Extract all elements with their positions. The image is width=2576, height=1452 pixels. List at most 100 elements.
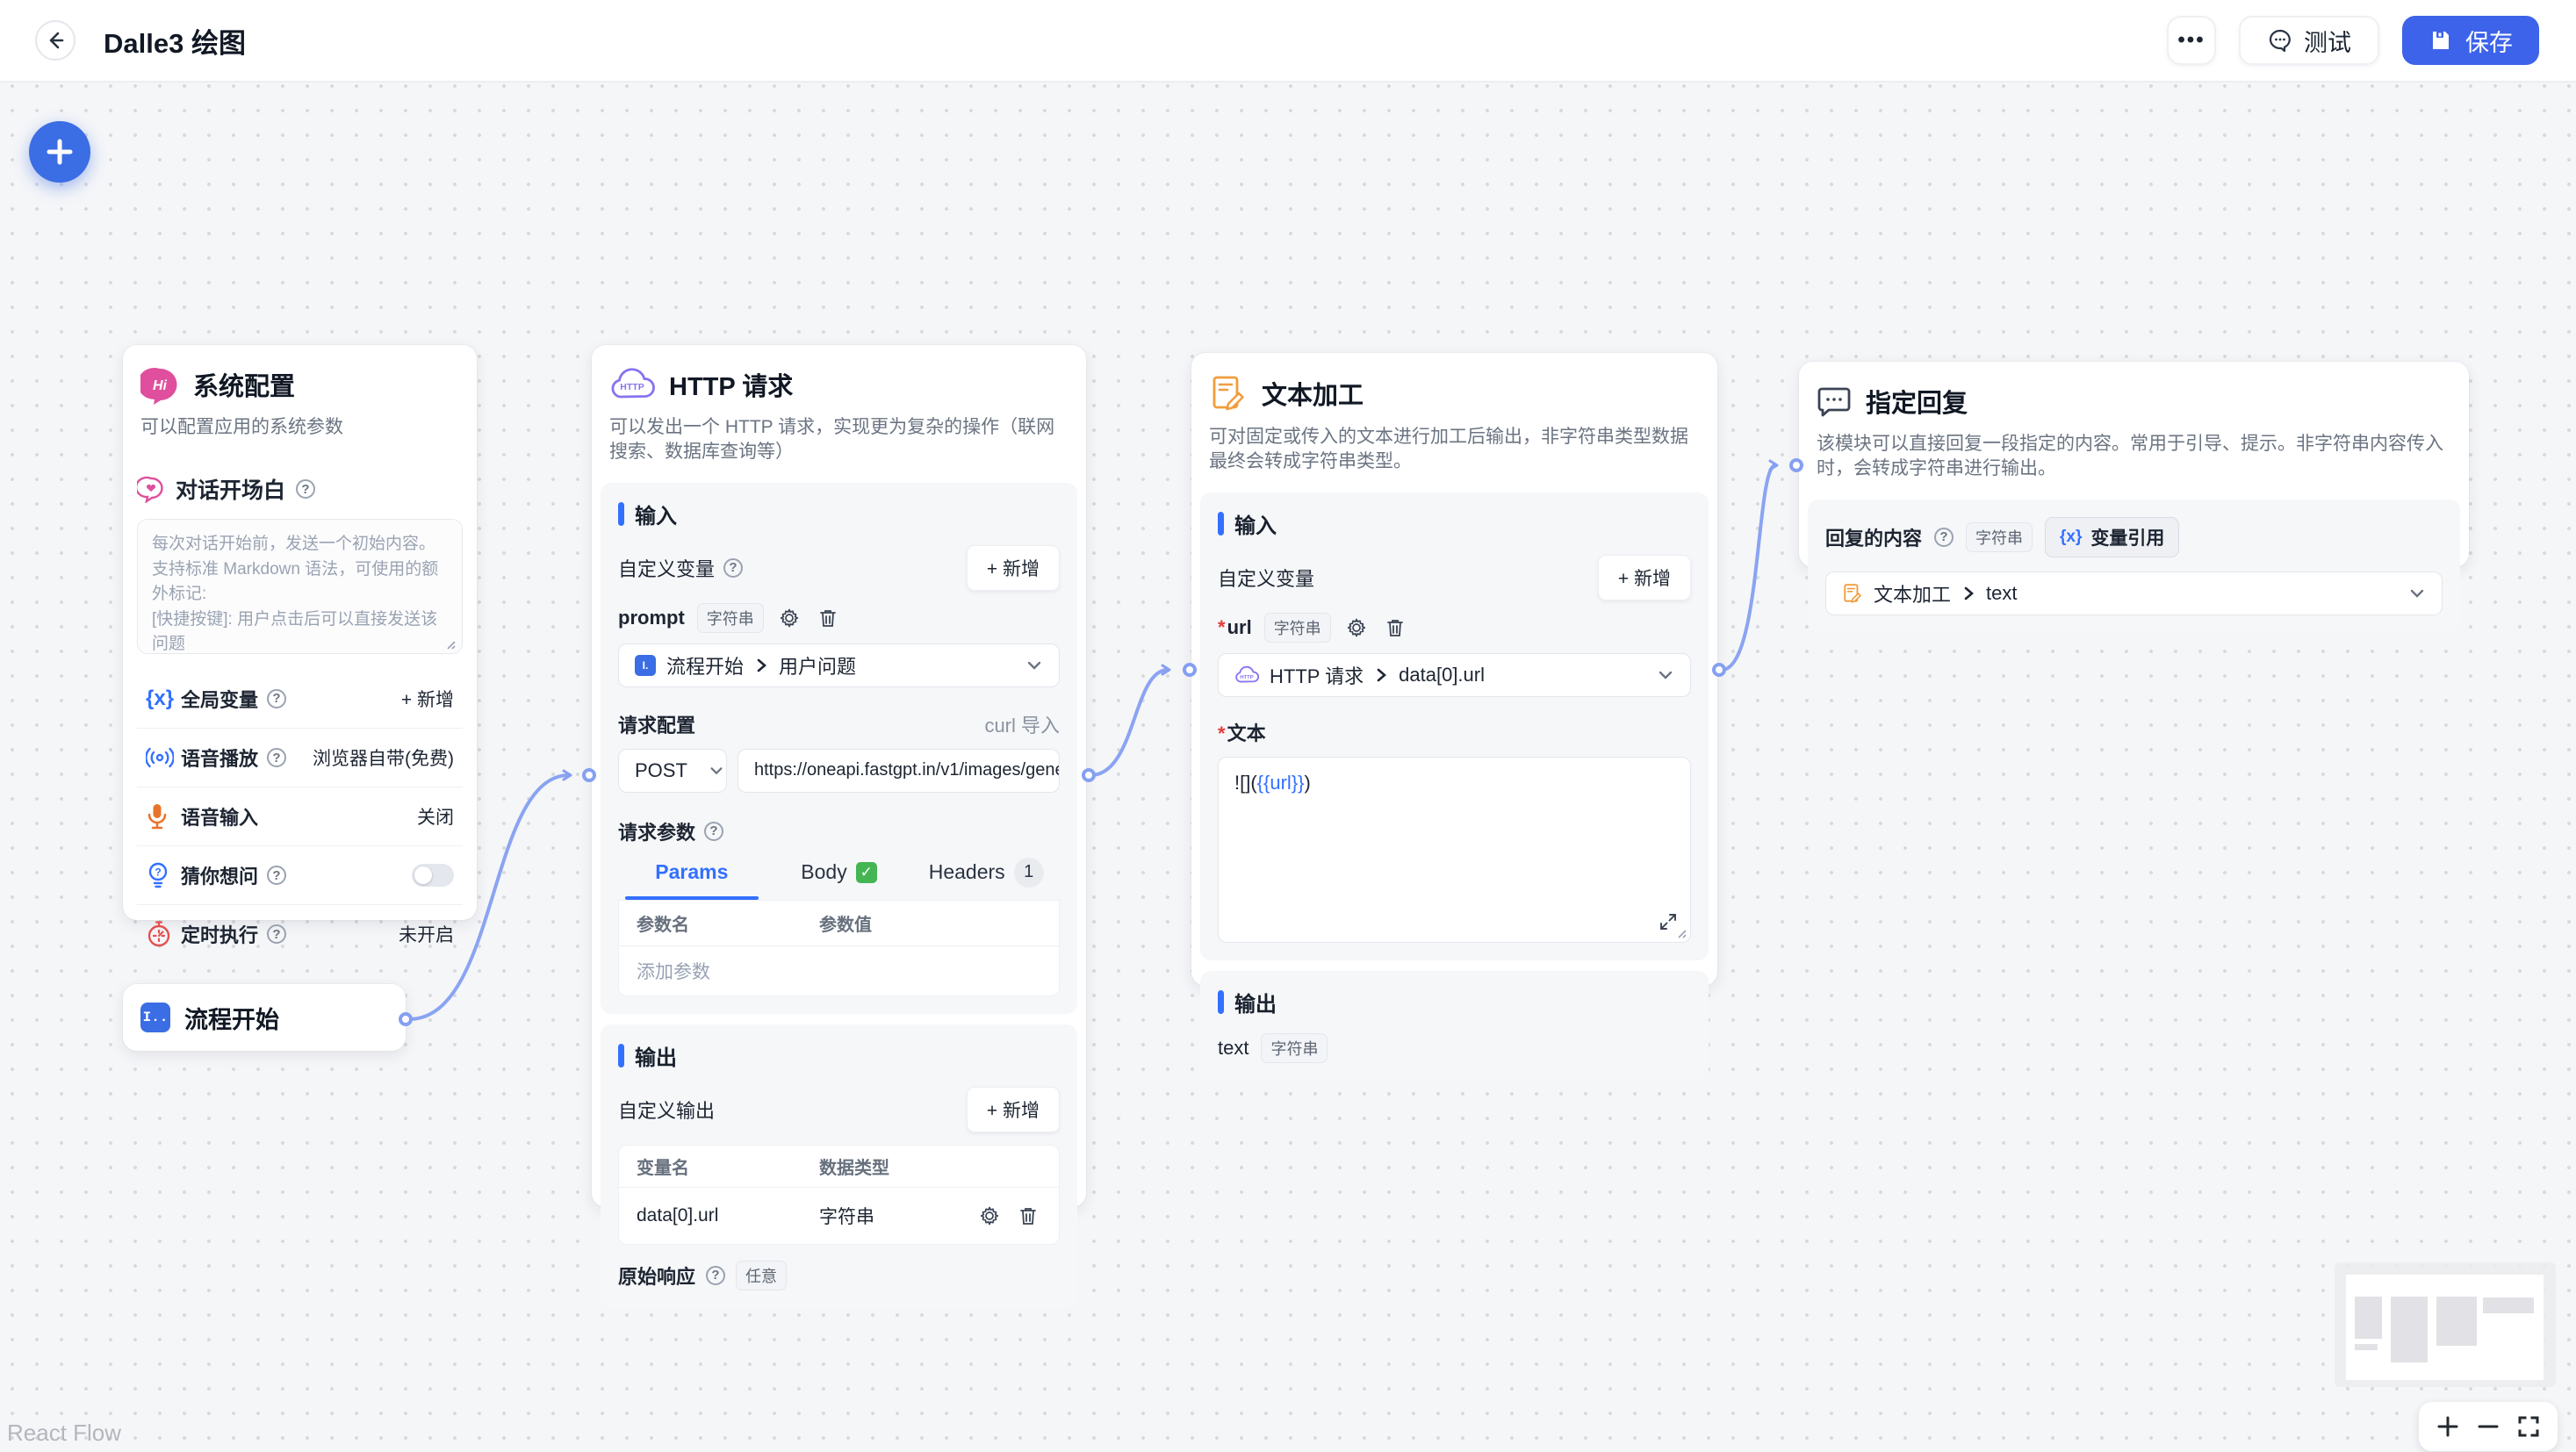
handle-text-out[interactable] (1712, 663, 1726, 677)
node-text-process[interactable]: 文本加工 可对固定或传入的文本进行加工后输出，非字符串类型数据最终会转成字符串类… (1191, 353, 1717, 1081)
variable-reference-button[interactable]: {x} 变量引用 (2045, 516, 2180, 557)
minimap-node (2436, 1297, 2477, 1346)
tab-headers[interactable]: Headers 1 (912, 857, 1060, 900)
expand-icon[interactable] (1659, 912, 1678, 931)
add-variable-button[interactable]: + 新增 (1597, 554, 1691, 600)
gear-icon[interactable] (1343, 615, 1370, 641)
add-node-button[interactable] (29, 121, 90, 183)
help-icon[interactable]: ? (723, 557, 744, 578)
gear-icon[interactable] (776, 605, 802, 631)
more-menu-button[interactable]: ••• (2167, 16, 2216, 65)
config-row-guess-ask[interactable]: ? 猜你想问 ? (137, 845, 463, 904)
text-template-input[interactable]: ![]({{url}}) (1218, 756, 1691, 943)
help-icon[interactable]: ? (267, 866, 287, 886)
voice-play-value: 浏览器自带(免费) (313, 749, 454, 770)
request-tabs: Params Body ✓ Headers 1 (618, 857, 1060, 900)
output-var-name: data[0].url (637, 1204, 719, 1226)
hi-avatar-icon: Hi (140, 367, 179, 405)
plus-icon (44, 136, 76, 168)
config-row-voice-input[interactable]: 语音输入 关闭 (137, 787, 463, 845)
config-row-global-vars[interactable]: {x} 全局变量 ? + 新增 (137, 669, 463, 728)
zoom-in-button[interactable] (2436, 1415, 2459, 1438)
node-flow-start[interactable]: I.. 流程开始 (123, 984, 406, 1051)
handle-reply-in[interactable] (1789, 458, 1803, 472)
chevron-down-icon (2408, 587, 2426, 600)
chevron-down-icon (1657, 669, 1674, 681)
help-icon[interactable]: ? (267, 924, 287, 945)
fit-view-button[interactable] (2517, 1415, 2540, 1438)
trash-icon[interactable] (1382, 615, 1408, 641)
resize-grip-icon[interactable] (443, 637, 456, 650)
col-param-value: 参数值 (819, 915, 872, 935)
minimap[interactable] (2335, 1262, 2556, 1387)
tab-params[interactable]: Params (618, 858, 766, 900)
method-value: POST (635, 758, 687, 781)
section-bar (1218, 989, 1224, 1014)
row-label: 猜你想问 (181, 866, 259, 888)
help-icon[interactable]: ? (267, 688, 287, 708)
add-variable-button[interactable]: + 新增 (966, 544, 1060, 591)
help-icon[interactable]: ? (267, 748, 287, 768)
stopwatch-icon (146, 920, 181, 948)
trash-icon[interactable] (815, 605, 841, 631)
var-name: prompt (618, 606, 685, 629)
url-value-select[interactable]: HTTP HTTP 请求 data[0].url (1218, 652, 1691, 697)
edge-textprocess-reply (1721, 459, 1779, 672)
save-button[interactable]: 保存 (2402, 16, 2539, 65)
resize-grip-icon[interactable] (1674, 926, 1687, 938)
url-input[interactable]: https://oneapi.fastgpt.in/v1/images/gene… (738, 748, 1060, 793)
node-system-config[interactable]: Hi 系统配置 可以配置应用的系统参数 对话开场白 ? (123, 345, 477, 947)
reactflow-attribution: React Flow (7, 1420, 122, 1446)
braces-variable-icon: {x} (146, 686, 175, 710)
welcome-bubble-icon (137, 475, 165, 504)
help-icon[interactable]: ? (1934, 527, 1954, 547)
node-title: HTTP 请求 (669, 373, 794, 401)
handle-flow-start-out[interactable] (399, 1012, 413, 1026)
flow-start-mini-icon: I. (635, 654, 656, 676)
tab-body[interactable]: Body ✓ (766, 858, 913, 900)
prompt-value-select[interactable]: I. 流程开始 用户问题 (618, 643, 1060, 687)
output-var-type-tag: 字符串 (1261, 1032, 1328, 1063)
curl-import-link[interactable]: curl 导入 (984, 714, 1060, 737)
handle-http-out[interactable] (1082, 768, 1096, 782)
guess-ask-toggle[interactable] (412, 864, 454, 888)
section-label: 输出 (635, 1046, 677, 1070)
trash-icon[interactable] (1015, 1203, 1041, 1229)
config-row-voice-play[interactable]: 语音播放 ? 浏览器自带(免费) (137, 728, 463, 787)
http-mini-cloud-icon: HTTP (1234, 665, 1259, 685)
handle-http-in[interactable] (582, 768, 596, 782)
reply-bubble-icon (1817, 384, 1852, 419)
add-output-button[interactable]: + 新增 (966, 1086, 1060, 1132)
voice-input-value: 关闭 (417, 808, 454, 829)
zoom-out-button[interactable] (2477, 1415, 2500, 1438)
help-icon[interactable]: ? (296, 479, 316, 500)
request-config-label: 请求配置 (618, 714, 696, 737)
gear-icon[interactable] (976, 1203, 1003, 1229)
node-title: 文本加工 (1262, 382, 1364, 410)
raw-response-label: 原始响应 (618, 1265, 696, 1288)
canvas-controls (2419, 1402, 2558, 1451)
help-icon[interactable]: ? (704, 821, 724, 841)
text-label: 文本 (1227, 722, 1266, 744)
method-select[interactable]: POST (618, 748, 727, 793)
node-specified-reply[interactable]: 指定回复 该模块可以直接回复一段指定的内容。常用于引导、提示。非字符串内容传入时… (1799, 362, 2469, 633)
test-button[interactable]: 测试 (2239, 16, 2379, 65)
back-button[interactable] (35, 20, 76, 61)
handle-text-in[interactable] (1183, 663, 1197, 677)
add-param-placeholder[interactable]: 添加参数 (637, 961, 710, 982)
text-output-section: 输出 text 字符串 (1200, 970, 1709, 1081)
chevron-right-icon (754, 657, 768, 674)
url-value: https://oneapi.fastgpt.in/v1/images/gene… (754, 760, 1059, 780)
help-icon[interactable]: ? (706, 1265, 726, 1285)
minimap-node (2483, 1297, 2534, 1313)
custom-vars-label: 自定义变量 (618, 557, 716, 580)
node-http-request[interactable]: HTTP HTTP 请求 可以发出一个 HTTP 请求，实现更为复杂的操作（联网… (592, 345, 1086, 1308)
reply-value-select[interactable]: 文本加工 text (1825, 571, 2443, 615)
add-global-var-button[interactable]: + 新增 (400, 689, 454, 710)
section-label: 输出 (1234, 992, 1277, 1017)
welcome-textarea[interactable] (137, 519, 463, 655)
col-var-name: 变量名 (637, 1158, 689, 1178)
braces-variable-icon: {x} (2060, 527, 2083, 546)
config-row-scheduled-run[interactable]: 定时执行 ? 未开启 (137, 904, 463, 963)
